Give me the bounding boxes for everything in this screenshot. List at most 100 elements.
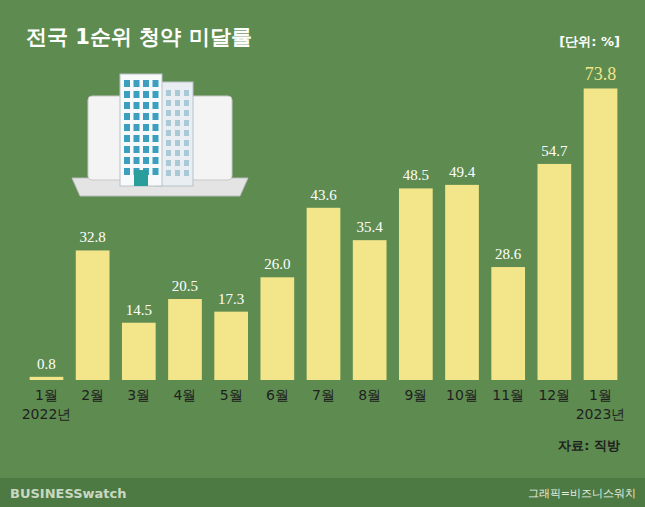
data-label: 32.8 [80, 229, 106, 245]
window [166, 100, 171, 106]
tick-label: 6월 [266, 387, 289, 403]
window [153, 91, 159, 98]
window [124, 113, 130, 120]
window [124, 124, 130, 131]
window [143, 135, 149, 142]
tick: 7월 [312, 387, 335, 403]
tick-label: 4월 [174, 387, 197, 403]
tick-label: 11월 [492, 387, 524, 403]
window [143, 157, 149, 164]
window [124, 168, 130, 175]
data-label: 43.6 [310, 187, 337, 203]
tick-label: 9월 [404, 387, 427, 403]
tick: 12월 [538, 387, 570, 403]
window [184, 120, 189, 126]
bar [122, 323, 156, 380]
window [184, 170, 189, 176]
window [166, 120, 171, 126]
unit: [단위: %] [559, 34, 620, 49]
tick-label: 1월2022년 [22, 387, 72, 422]
window [184, 110, 189, 116]
tick: 2월 [81, 387, 104, 403]
tick-label: 8월 [358, 387, 381, 403]
tick-label: 7월 [312, 387, 335, 403]
window [175, 160, 180, 166]
tick: 5월 [220, 387, 243, 403]
bar [584, 88, 618, 380]
bar [168, 299, 202, 380]
window [175, 140, 180, 146]
bar [214, 312, 248, 380]
window [134, 135, 140, 142]
data-label: 73.8 [585, 64, 617, 84]
bar [399, 188, 433, 380]
window [134, 80, 140, 87]
window [184, 100, 189, 106]
window [143, 146, 149, 153]
data-label: 0.8 [37, 356, 56, 372]
window [184, 90, 189, 96]
bar [260, 277, 294, 380]
tick: 3월 [127, 387, 150, 403]
window [184, 130, 189, 136]
data-label: 17.3 [218, 291, 244, 307]
bar [538, 164, 572, 380]
tick-label: 5월 [220, 387, 243, 403]
window [124, 91, 130, 98]
window [124, 80, 130, 87]
data-label: 26.0 [264, 256, 290, 272]
bars [30, 88, 618, 380]
window [134, 157, 140, 164]
credit: 그래픽=비즈니스워치 [528, 487, 636, 500]
tick: 8월 [358, 387, 381, 403]
data-label: 28.6 [495, 246, 522, 262]
window [166, 90, 171, 96]
tick: 1월2022년 [22, 387, 72, 422]
icon [72, 74, 248, 196]
window [184, 140, 189, 146]
window [184, 160, 189, 166]
tick-label: 1월2023년 [576, 387, 626, 422]
tick-label: 10월 [446, 387, 478, 403]
window [143, 124, 149, 131]
window [124, 135, 130, 142]
tick-label: 12월 [538, 387, 570, 403]
background [0, 0, 645, 507]
data-label: 14.5 [126, 302, 152, 318]
brand: BUSINESSwatch [10, 486, 127, 501]
window [134, 146, 140, 153]
window [143, 80, 149, 87]
window [124, 146, 130, 153]
window [153, 80, 159, 87]
bar [491, 267, 525, 380]
window [175, 90, 180, 96]
bar [445, 185, 479, 380]
data-label: 54.7 [541, 143, 568, 159]
tick: 10월 [446, 387, 478, 403]
footer [0, 478, 645, 507]
window [153, 135, 159, 142]
data-labels: 0.832.814.520.517.326.043.635.448.549.42… [37, 64, 616, 371]
x-axis: 1월2022년 2월 3월 4월 5월 6월 7월 8월 9월 10월 11월 12월 1월2023년 [22, 387, 626, 422]
building-front [120, 74, 162, 186]
window [153, 102, 159, 109]
chart: 전국 1순위 청약 미달률[단위: %]0.832.814.520.517.32… [0, 0, 645, 507]
tick: 9월 [404, 387, 427, 403]
window [175, 150, 180, 156]
window [175, 110, 180, 116]
window [134, 113, 140, 120]
window [143, 113, 149, 120]
window [166, 140, 171, 146]
window [153, 168, 159, 175]
bar [353, 240, 387, 380]
window [166, 160, 171, 166]
tick-label: 2월 [81, 387, 104, 403]
bar [76, 250, 110, 380]
window [166, 130, 171, 136]
bar [307, 208, 341, 380]
window [134, 91, 140, 98]
bar [30, 377, 64, 380]
window [153, 124, 159, 131]
source: 자료: 직방 [558, 438, 620, 453]
window [175, 170, 180, 176]
